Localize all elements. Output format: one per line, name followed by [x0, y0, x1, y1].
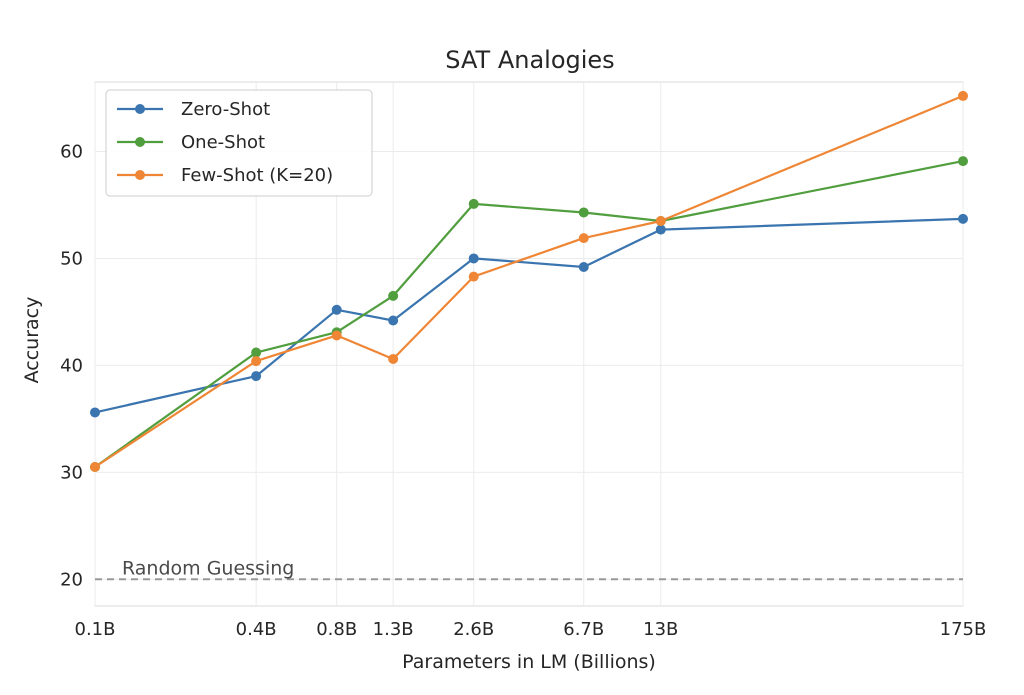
x-tick-label: 6.7B [563, 619, 604, 640]
data-point [468, 271, 479, 282]
data-point [388, 290, 399, 301]
series-line [94, 94, 964, 468]
data-point [388, 353, 399, 364]
data-point [331, 330, 342, 341]
y-tick-label: 30 [60, 462, 83, 483]
data-point [655, 216, 666, 227]
data-point [468, 253, 479, 264]
legend-label: One-Shot [181, 132, 265, 153]
x-tick-label: 2.6B [453, 619, 494, 640]
series-line [94, 160, 964, 468]
x-tick-label: 0.1B [75, 619, 116, 640]
reference-line: Random Guessing [95, 557, 963, 581]
chart-title: SAT Analogies [445, 46, 614, 74]
data-point [251, 356, 262, 367]
data-point [90, 461, 100, 472]
data-point [331, 304, 342, 315]
legend: Zero-Shot One-Shot Few-Shot (K=20) [105, 89, 373, 197]
data-point [468, 198, 479, 209]
y-tick-label: 50 [60, 248, 83, 269]
data-point [578, 233, 589, 244]
legend-marker [135, 137, 145, 147]
data-point [251, 371, 262, 382]
data-point [578, 207, 589, 218]
legend-label: Zero-Shot [181, 99, 270, 120]
data-point [958, 213, 968, 224]
data-point [251, 347, 262, 358]
data-point [655, 224, 666, 235]
y-axis-ticks: 20 30 40 50 60 [60, 142, 83, 591]
x-tick-label: 175B [940, 619, 987, 640]
data-point [958, 156, 968, 167]
x-axis-ticks: 0.1B 0.4B 0.8B 1.3B 2.6B 6.7B 13B 175B [75, 619, 987, 640]
y-axis-label: Accuracy [21, 297, 43, 384]
series-0 [90, 213, 968, 418]
x-axis-label: Parameters in LM (Billions) [402, 651, 656, 673]
x-tick-label: 1.3B [373, 619, 414, 640]
data-point [958, 90, 968, 101]
series-group [90, 90, 968, 472]
legend-box [105, 89, 373, 197]
x-tick-label: 0.4B [236, 619, 277, 640]
x-tick-label: 0.8B [316, 619, 357, 640]
y-tick-label: 20 [60, 569, 83, 590]
legend-marker [135, 170, 145, 180]
legend-label: Few-Shot (K=20) [181, 165, 333, 186]
data-point [578, 262, 589, 273]
legend-marker [135, 104, 145, 114]
y-tick-label: 60 [60, 142, 83, 163]
data-point [90, 407, 100, 418]
series-2 [90, 90, 968, 472]
x-tick-label: 13B [643, 619, 678, 640]
data-point [388, 315, 399, 326]
series-line [94, 217, 964, 414]
random-guessing-label: Random Guessing [122, 557, 294, 579]
y-tick-label: 40 [60, 355, 83, 376]
